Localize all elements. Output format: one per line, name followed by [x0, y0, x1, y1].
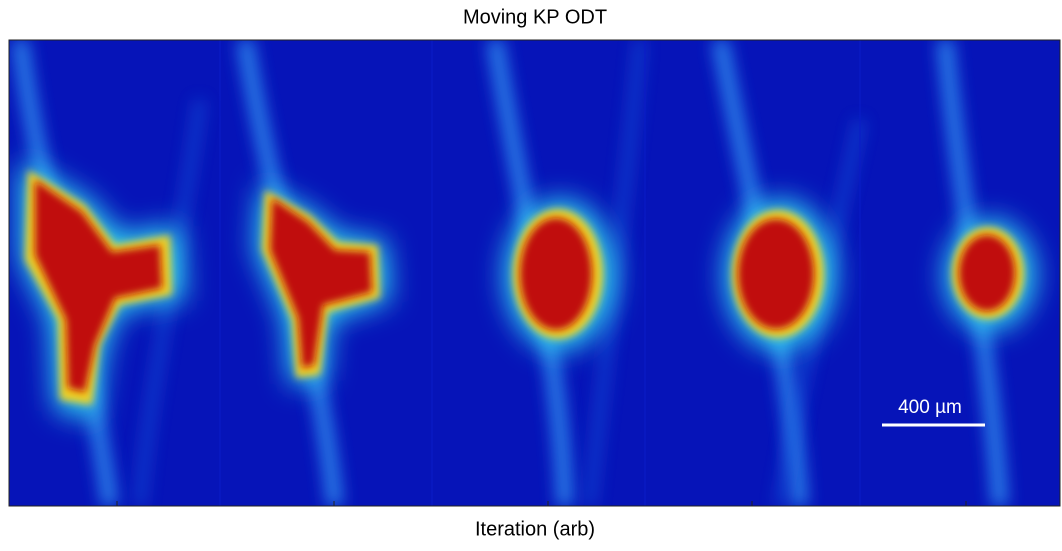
figure-title: Moving KP ODT [463, 6, 607, 28]
scale-bar-label: 400 µm [898, 397, 962, 418]
x-axis-label: Iteration (arb) [475, 518, 595, 540]
frame [8, 39, 1061, 507]
image-panels: 400 µm [9, 40, 1060, 506]
